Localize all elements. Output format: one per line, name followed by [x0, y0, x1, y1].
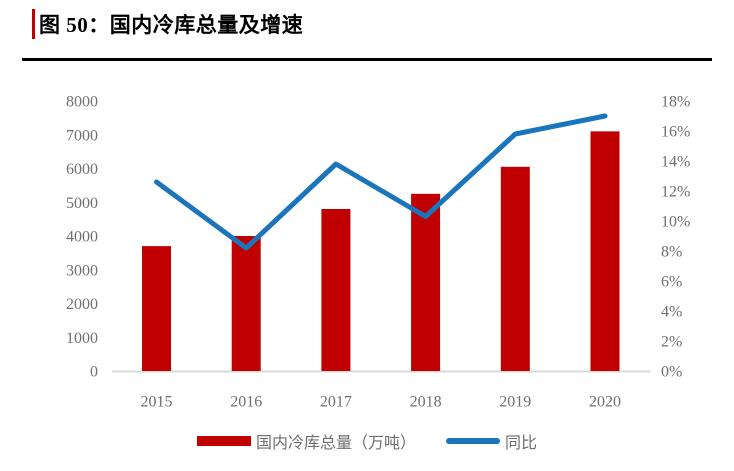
figure-title: 图 50：国内冷库总量及增速 — [39, 13, 304, 37]
left-axis-tick-label: 0 — [90, 364, 98, 381]
bar-2018 — [411, 193, 441, 371]
right-axis-tick-label: 16% — [661, 124, 690, 141]
title-divider — [22, 58, 712, 61]
bar-2019 — [500, 166, 530, 371]
left-axis-tick-label: 3000 — [66, 262, 98, 279]
cold-storage-total-and-growth-chart: 0 1000 2000 3000 4000 5000 6000 7000 8000 0% 2% 4% 6… — [66, 94, 690, 411]
right-axis-tick-label: 18% — [661, 94, 690, 111]
legend-line-swatch — [446, 438, 500, 444]
legend-item-bar-series: 国内冷库总量（万吨） — [196, 429, 416, 453]
right-axis-tick-label: 12% — [661, 184, 690, 201]
right-axis-tick-label: 2% — [661, 334, 682, 351]
bar-2017 — [321, 209, 351, 371]
left-axis-tick-label: 4000 — [66, 229, 98, 246]
right-axis-tick-label: 14% — [661, 154, 690, 171]
left-axis-tick-label: 5000 — [66, 195, 98, 212]
left-axis-tick-label: 7000 — [66, 127, 98, 144]
x-axis-label-2015: 2015 — [141, 394, 173, 411]
bar-2015 — [142, 246, 171, 371]
left-axis-tick-label: 6000 — [66, 161, 98, 178]
bar-2020 — [590, 131, 620, 371]
figure-header: 图 50：国内冷库总量及增速 — [32, 9, 303, 39]
legend-item-line-series: 同比 — [446, 429, 537, 453]
growth-rate-line — [154, 113, 608, 251]
chart-legend: 国内冷库总量（万吨） 同比 — [0, 429, 734, 453]
left-axis-tick-label: 2000 — [66, 296, 98, 313]
right-axis-tick-label: 10% — [661, 214, 690, 231]
legend-bar-label: 国内冷库总量（万吨） — [255, 435, 416, 452]
legend-bar-swatch — [196, 436, 251, 446]
x-axis-label-2017: 2017 — [320, 394, 352, 411]
right-axis-tick-label: 4% — [661, 304, 682, 321]
right-axis-tick-label: 0% — [661, 364, 682, 381]
x-axis-label-2016: 2016 — [230, 394, 262, 411]
left-axis-tick-label: 8000 — [66, 94, 98, 111]
legend-line-label: 同比 — [505, 435, 538, 452]
right-axis-tick-label: 8% — [661, 244, 682, 261]
x-axis-label-2018: 2018 — [410, 394, 442, 411]
right-axis-tick-label: 6% — [661, 274, 682, 291]
x-axis-label-2020: 2020 — [589, 394, 621, 411]
x-axis-label-2019: 2019 — [499, 394, 531, 411]
bar-2016 — [231, 236, 261, 371]
left-axis-tick-label: 1000 — [66, 330, 98, 347]
title-accent-bar — [32, 9, 35, 39]
